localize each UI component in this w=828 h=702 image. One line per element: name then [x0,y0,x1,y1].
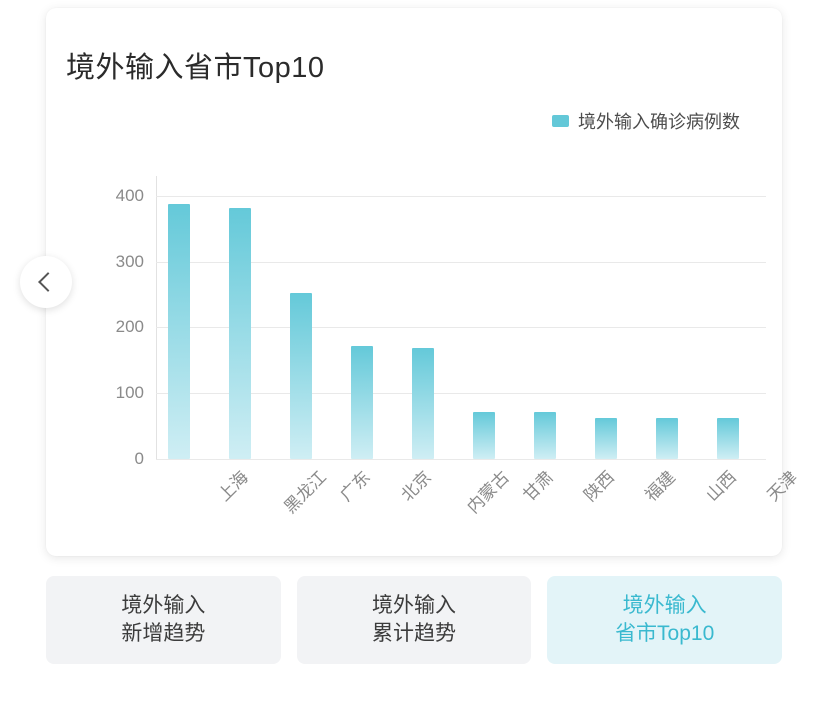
tab-label-line2: 省市Top10 [615,622,715,645]
x-tick-label: 陕西 [579,467,618,506]
tab-label-line1: 境外输入 [121,594,206,617]
x-tick-label: 天津 [762,467,801,506]
previous-chart-button[interactable] [20,256,72,308]
chart-legend: 境外输入确诊病例数 [552,108,740,134]
tab-1[interactable]: 境外输入 新增趋势 [46,576,281,664]
y-tick-label: 200 [115,317,144,337]
x-tick-label: 上海 [213,467,252,506]
tab-label-line2: 累计趋势 [372,622,456,645]
gridline [156,459,766,460]
legend-swatch-icon [552,115,569,127]
chart-tab-bar: 境外输入 新增趋势 境外输入 累计趋势 境外输入 省市Top10 [46,576,783,664]
gridline [156,261,766,263]
y-tick-label: 300 [115,251,144,271]
chart-plot-area: 0 100 200 300 400 上海 黑龙江 广东 北京 内蒙古 甘肃 陕西 福建 山西 天津 [116,176,800,517]
x-tick-label: 广东 [335,467,374,506]
x-tick-label: 北京 [396,467,435,506]
chevron-left-icon [38,272,58,292]
bar[interactable] [228,207,251,459]
bar[interactable] [472,412,495,459]
x-tick-label: 山西 [701,467,740,506]
tab-3[interactable]: 境外输入省市Top10 [547,576,783,664]
gridline [156,393,766,395]
x-tick-label: 黑龙江 [279,467,330,518]
legend-label: 境外输入确诊病例数 [578,112,740,132]
chart-card: 境外输入省市Top10 境外输入确诊病例数 0 100 200 300 400 上海 黑龙… [46,8,800,556]
bar[interactable] [289,293,312,459]
bar[interactable] [716,418,739,459]
tab-2[interactable]: 境外输入 累计趋势 [296,576,532,664]
bar[interactable] [533,412,556,459]
y-axis-line [156,176,157,459]
chart-bars [156,176,766,459]
y-tick-label: 100 [115,383,144,403]
tab-label-line1: 境外输入 [622,594,707,617]
x-tick-label: 内蒙古 [462,467,513,518]
page-title: 境外输入省市Top10 [66,52,325,84]
gridline [156,195,766,197]
bar[interactable] [167,203,190,459]
tab-label-line2: 新增趋势 [121,622,206,645]
bar[interactable] [655,418,678,459]
gridline [156,327,766,329]
x-tick-label: 甘肃 [518,467,557,506]
bar[interactable] [350,346,373,459]
x-tick-label: 福建 [640,467,679,506]
y-tick-label: 400 [115,185,144,205]
tab-label-line1: 境外输入 [372,594,456,617]
bar[interactable] [594,417,617,459]
bar[interactable] [411,347,434,459]
y-tick-label: 0 [134,449,144,468]
